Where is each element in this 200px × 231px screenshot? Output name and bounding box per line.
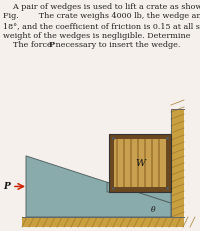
Bar — [166, 134, 171, 192]
Text: The force: The force — [3, 41, 54, 49]
Bar — [109, 134, 171, 192]
Bar — [171, 109, 184, 217]
Text: A pair of wedges is used to lift a crate as shown in: A pair of wedges is used to lift a crate… — [3, 3, 200, 11]
Text: weight of the wedges is negligible. Determine: weight of the wedges is negligible. Dete… — [3, 31, 190, 40]
Polygon shape — [107, 182, 171, 203]
Text: P: P — [3, 182, 10, 191]
Bar — [22, 217, 184, 227]
Text: W: W — [135, 158, 145, 167]
Bar — [109, 134, 114, 192]
Bar — [109, 187, 171, 192]
Bar — [109, 134, 171, 192]
Text: θ: θ — [151, 206, 155, 214]
Bar — [109, 134, 171, 139]
Text: Fig.        The crate weighs 4000 lb, the wedge angle θ is: Fig. The crate weighs 4000 lb, the wedge… — [3, 12, 200, 21]
Text: 18°, and the coefficient of friction is 0.15 at all surfaces. The: 18°, and the coefficient of friction is … — [3, 22, 200, 30]
Text: necessary to insert the wedge.: necessary to insert the wedge. — [53, 41, 180, 49]
Polygon shape — [26, 156, 171, 217]
Text: P: P — [48, 41, 55, 49]
